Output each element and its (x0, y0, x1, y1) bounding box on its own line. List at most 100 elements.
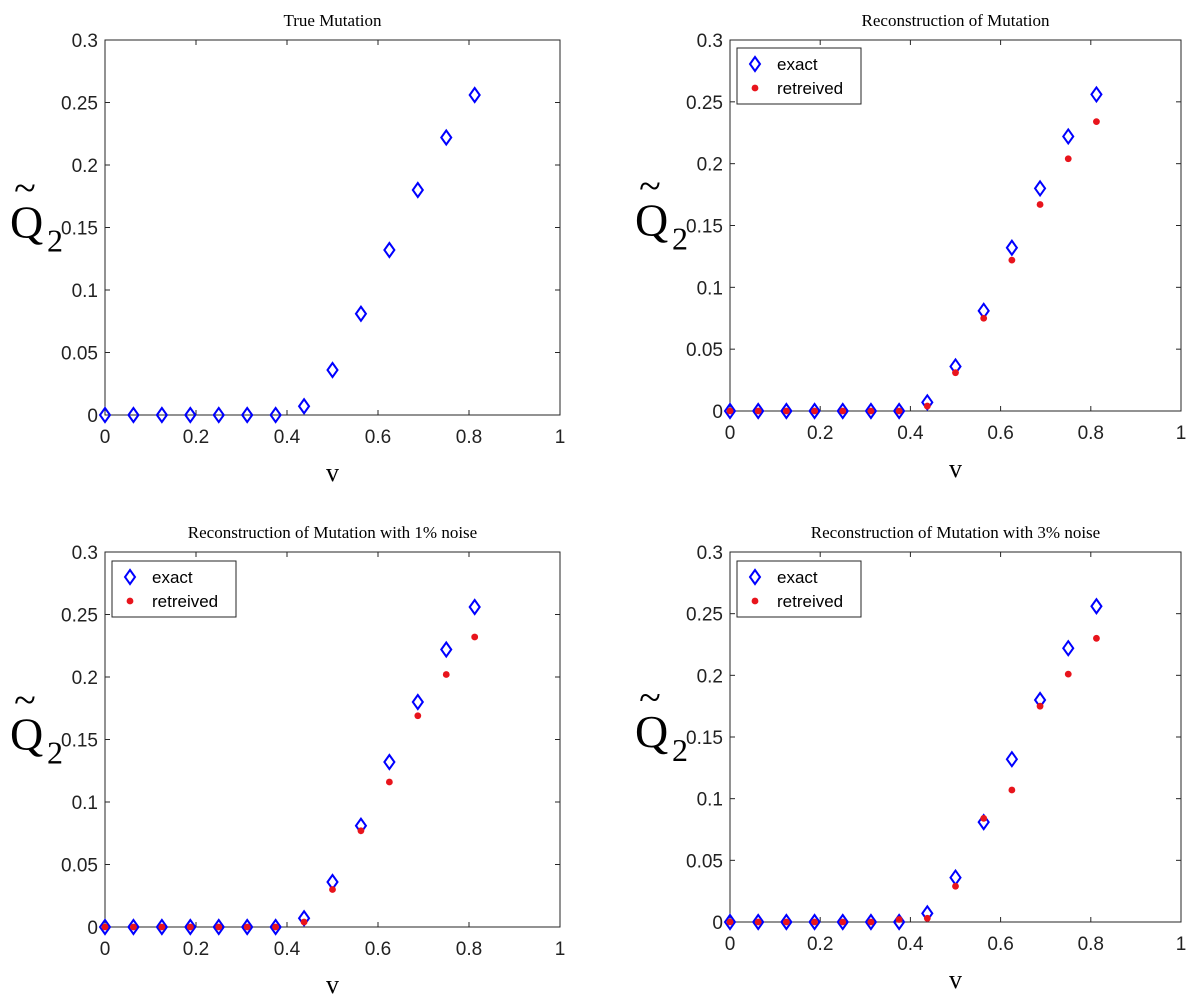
data-point-diamond (240, 918, 254, 936)
data-point-diamond (411, 693, 425, 711)
x-tick-label: 0.8 (456, 939, 482, 960)
data-point-diamond (383, 753, 396, 771)
x-tick-label: 0.8 (456, 427, 482, 448)
data-point-diamond (98, 918, 112, 936)
y-tick-label: 0.1 (697, 278, 723, 299)
data-point-dot (1093, 118, 1100, 126)
data-point-dot (754, 918, 762, 926)
y-tick-label: 0.05 (686, 851, 723, 872)
y-tick-label: 0.2 (697, 155, 723, 176)
y-tick-label: 0 (712, 913, 723, 934)
y-tick-label: 0.1 (697, 790, 723, 811)
y-tick-label: 0.3 (697, 31, 723, 52)
data-point-diamond (184, 406, 197, 424)
legend-diamond-icon (123, 568, 137, 586)
y-tick-label: 0.1 (72, 793, 98, 814)
data-point-dot (980, 815, 988, 822)
legend-label: retreived (777, 592, 843, 611)
legend-label: retreived (152, 592, 218, 611)
y-tick-label: 0.25 (61, 94, 98, 115)
x-tick-label: 0.6 (365, 939, 391, 960)
y-tick-label: 0.3 (697, 543, 723, 564)
legend-box (111, 560, 237, 618)
y-label-tilde: ~ (639, 675, 661, 720)
y-tick-label: 0.3 (72, 543, 98, 564)
data-point-dot (754, 407, 762, 415)
data-point-dot (1008, 256, 1016, 264)
x-tick-label: 0.6 (365, 427, 391, 448)
plot-title: Reconstruction of Mutation (862, 11, 1050, 30)
data-point-dot (186, 923, 194, 931)
x-axis-label: v (326, 970, 339, 998)
plot-panel-3: Reconstruction of Mutation with 1% noise… (10, 523, 565, 998)
data-point-dot (923, 914, 931, 922)
y-axis-label: ~Q 2 (635, 164, 688, 257)
data-point-dot (839, 918, 847, 926)
y-tick-label: 0.25 (61, 606, 98, 627)
y-tick-label: 0.3 (72, 31, 98, 52)
y-tick-label: 0.15 (686, 728, 723, 749)
data-point-diamond (269, 406, 282, 424)
data-point-diamond (1062, 639, 1075, 657)
x-tick-label: 0.4 (274, 939, 301, 960)
data-point-diamond (808, 913, 821, 931)
y-tick-label: 0.05 (61, 856, 98, 877)
legend-dot-icon (126, 597, 134, 605)
x-tick-label: 1 (1176, 934, 1187, 955)
y-tick-label: 0.2 (72, 156, 98, 177)
y-tick-label: 0.05 (686, 340, 723, 361)
data-point-diamond (780, 913, 793, 931)
data-point-diamond (864, 402, 878, 420)
y-label-symbol: Q (10, 709, 43, 760)
x-tick-label: 0.8 (1078, 934, 1104, 955)
plot-title: Reconstruction of Mutation with 3% noise (811, 523, 1100, 542)
data-point-dot (782, 407, 790, 415)
y-label-symbol: Q (635, 706, 668, 757)
x-tick-label: 1 (555, 939, 566, 960)
y-tick-label: 0 (87, 406, 98, 427)
data-point-dot (895, 407, 903, 415)
y-tick-label: 0.2 (72, 668, 98, 689)
data-point-diamond (977, 813, 990, 831)
legend: exact retreived (111, 560, 237, 618)
data-point-diamond (212, 406, 225, 424)
data-point-diamond (155, 406, 169, 424)
y-tick-label: 0.25 (686, 605, 723, 626)
legend-diamond-icon (748, 55, 762, 73)
legend-diamond-icon (748, 568, 762, 586)
y-label-symbol: Q (10, 197, 43, 248)
y-label-tilde: ~ (639, 164, 661, 209)
data-point-diamond (1005, 750, 1019, 768)
x-tick-label: 0.6 (987, 423, 1013, 444)
data-point-dot (158, 923, 166, 931)
data-point-diamond (808, 402, 821, 420)
data-point-dot (357, 827, 365, 835)
data-point-diamond (184, 918, 197, 936)
data-point-dot (952, 369, 959, 377)
y-label-subscript: 2 (47, 735, 63, 771)
plot-frame (104, 39, 561, 416)
legend-label: exact (777, 55, 818, 74)
data-point-diamond (155, 918, 169, 936)
legend-label: exact (777, 568, 818, 587)
legend-label: retreived (777, 79, 843, 98)
data-point-dot (726, 918, 734, 926)
y-axis-label: ~Q 2 (10, 166, 63, 259)
data-point-dot (782, 918, 790, 926)
x-tick-label: 0.4 (897, 423, 924, 444)
plot-title: True Mutation (283, 11, 382, 30)
data-point-diamond (949, 868, 962, 887)
data-point-diamond (127, 918, 140, 936)
y-tick-label: 0 (87, 918, 98, 939)
y-label-symbol: Q (635, 195, 668, 246)
data-point-diamond (383, 241, 396, 259)
legend-dot-icon (751, 597, 759, 605)
series-exact (723, 85, 1103, 420)
x-tick-label: 0.2 (183, 939, 209, 960)
y-label-subscript: 2 (672, 221, 688, 257)
data-point-dot (1008, 786, 1016, 794)
plot-panel-4: Reconstruction of Mutation with 3% noise… (635, 523, 1186, 994)
data-point-diamond (212, 918, 225, 936)
legend-box (736, 47, 862, 105)
